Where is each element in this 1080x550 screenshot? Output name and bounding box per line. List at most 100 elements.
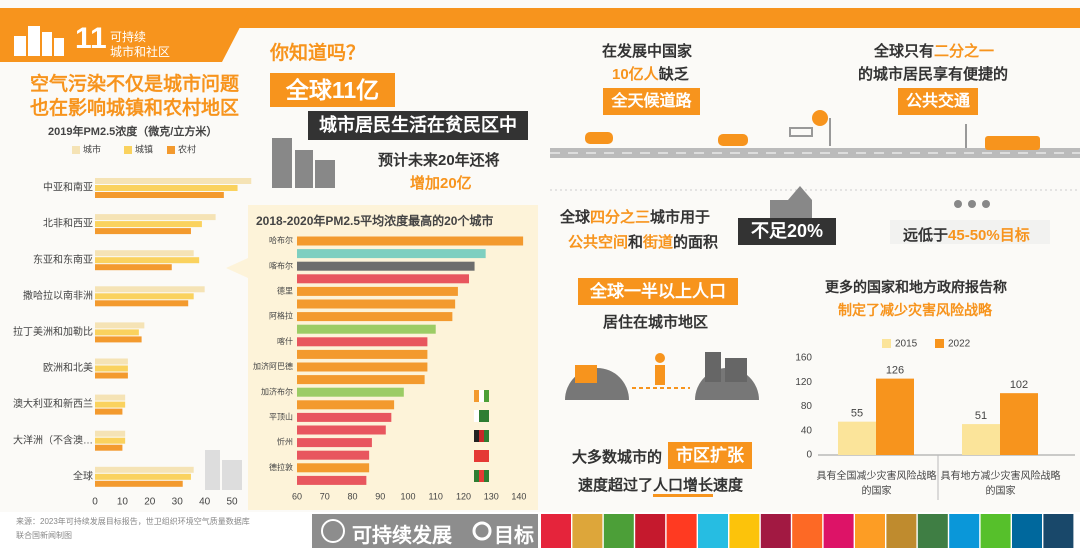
x-tick-label: 100: [400, 491, 415, 501]
legend-label: 2022: [948, 339, 971, 350]
legend-swatch: [124, 146, 132, 154]
credit: 联合国新闻制图: [16, 531, 72, 540]
text: 全球只有: [874, 43, 935, 60]
data-label: 51: [975, 410, 987, 422]
sdg-icon: [666, 514, 697, 548]
bar: [95, 365, 128, 372]
flag: [474, 430, 479, 442]
text: 城市用于: [650, 209, 711, 226]
category-label: 忻州: [277, 437, 293, 447]
bar: [297, 362, 428, 372]
text: 增加20亿: [410, 175, 472, 192]
bar: [297, 450, 370, 460]
x-tick-label: 40: [199, 497, 211, 508]
flag: [484, 430, 489, 442]
bar: [95, 329, 139, 336]
flag: [484, 450, 489, 462]
bar: [297, 349, 428, 359]
flag: [484, 410, 489, 422]
highlight: 公共交通: [898, 88, 978, 115]
x-tick-label: 50: [227, 497, 239, 508]
source: 来源：2023年可持续发展目标报告，世卫组织环境空气质量数据库: [16, 517, 250, 526]
bar: [297, 236, 524, 246]
x-tick-label: 20: [144, 497, 156, 508]
bar: [297, 438, 372, 448]
sdg-icon: [980, 514, 1011, 548]
brand: 目标: [494, 525, 534, 547]
bar: [297, 463, 370, 473]
sdg-icon: [698, 514, 728, 548]
flag: [479, 410, 484, 422]
category-label: 德拉敦: [269, 462, 293, 472]
bar: [95, 444, 123, 451]
bar: [95, 466, 194, 473]
sdg-icon: [1012, 514, 1042, 548]
text: 45-50%目标: [948, 227, 1030, 244]
bar: [876, 378, 914, 455]
category-label: 平顶山: [269, 412, 293, 422]
legend-swatch: [935, 339, 944, 348]
x-tick-label: 70: [320, 491, 330, 501]
text: 预计未来20年还将: [378, 152, 500, 169]
sdg-icon: [541, 514, 571, 548]
y-tick-label: 120: [795, 377, 812, 388]
bar: [95, 358, 128, 365]
category-label: 拉丁美洲和加勒比: [13, 325, 93, 338]
x-tick-label: 80: [347, 491, 357, 501]
bar: [95, 394, 126, 401]
bar: [95, 473, 191, 480]
goal-line2: 城市和社区: [110, 45, 171, 59]
sdg-icon: [572, 514, 603, 548]
text: 缺乏: [658, 66, 689, 83]
bar: [297, 286, 458, 296]
bar: [95, 228, 191, 235]
flag: [474, 390, 479, 402]
legend-label: 城市: [83, 143, 101, 154]
bar: [838, 421, 876, 455]
goal-line1: 可持续: [110, 30, 147, 44]
text: 公共空间和街道的面积: [568, 231, 718, 252]
bar: [297, 475, 367, 485]
text: 远低于: [903, 227, 949, 244]
bar: [95, 257, 200, 264]
category-label: 具有地方减少灾害风险战略的国家: [940, 471, 1061, 497]
text: 10亿人: [612, 66, 659, 83]
text: 全球只有二分之一: [874, 40, 994, 61]
highlight: 不足20%: [738, 218, 836, 245]
text: 街道: [643, 234, 674, 251]
legend-label: 2015: [895, 339, 918, 350]
bar: [95, 437, 126, 444]
category-label: 欧洲和北美: [43, 361, 93, 374]
text: 制定了减少灾害风险战略: [838, 302, 992, 318]
legend-swatch: [167, 146, 175, 154]
category-label: 喀布尔: [269, 260, 293, 270]
bar: [95, 293, 194, 300]
x-tick-label: 120: [456, 491, 471, 501]
highlight: 全球一半以上人口: [578, 278, 738, 305]
text: 的城市居民享有便捷的: [858, 66, 1009, 83]
sdg-icon: [603, 514, 634, 548]
bar: [297, 412, 392, 422]
text: 大多数城市的: [572, 449, 663, 466]
text: 10亿人缺乏: [612, 63, 689, 84]
text: 速度: [713, 477, 744, 494]
bar: [962, 424, 1000, 455]
bar: [297, 400, 395, 410]
sdg-icon: [949, 514, 980, 548]
bar: [95, 336, 142, 343]
bar: [297, 324, 436, 334]
bar: [95, 300, 189, 307]
data-label: 102: [1010, 379, 1028, 391]
bar: [297, 299, 456, 309]
sdg-icon: [886, 514, 917, 548]
text: 的面积: [673, 234, 719, 251]
legend-swatch: [72, 146, 80, 154]
flag: [484, 390, 489, 402]
text: 和: [628, 234, 644, 251]
highlight: 全球11亿: [270, 73, 395, 107]
highlight: 城市居民生活在贫民区中: [308, 111, 528, 140]
highlight: 市区扩张: [668, 442, 752, 469]
top-cities-chart: 2018-2020年PM2.5平均浓度最高的20个城市哈布尔喀布尔德里阿格拉喀什…: [253, 213, 526, 501]
category-label: 澳大利亚和新西兰: [13, 397, 93, 410]
x-tick-label: 110: [429, 491, 443, 501]
